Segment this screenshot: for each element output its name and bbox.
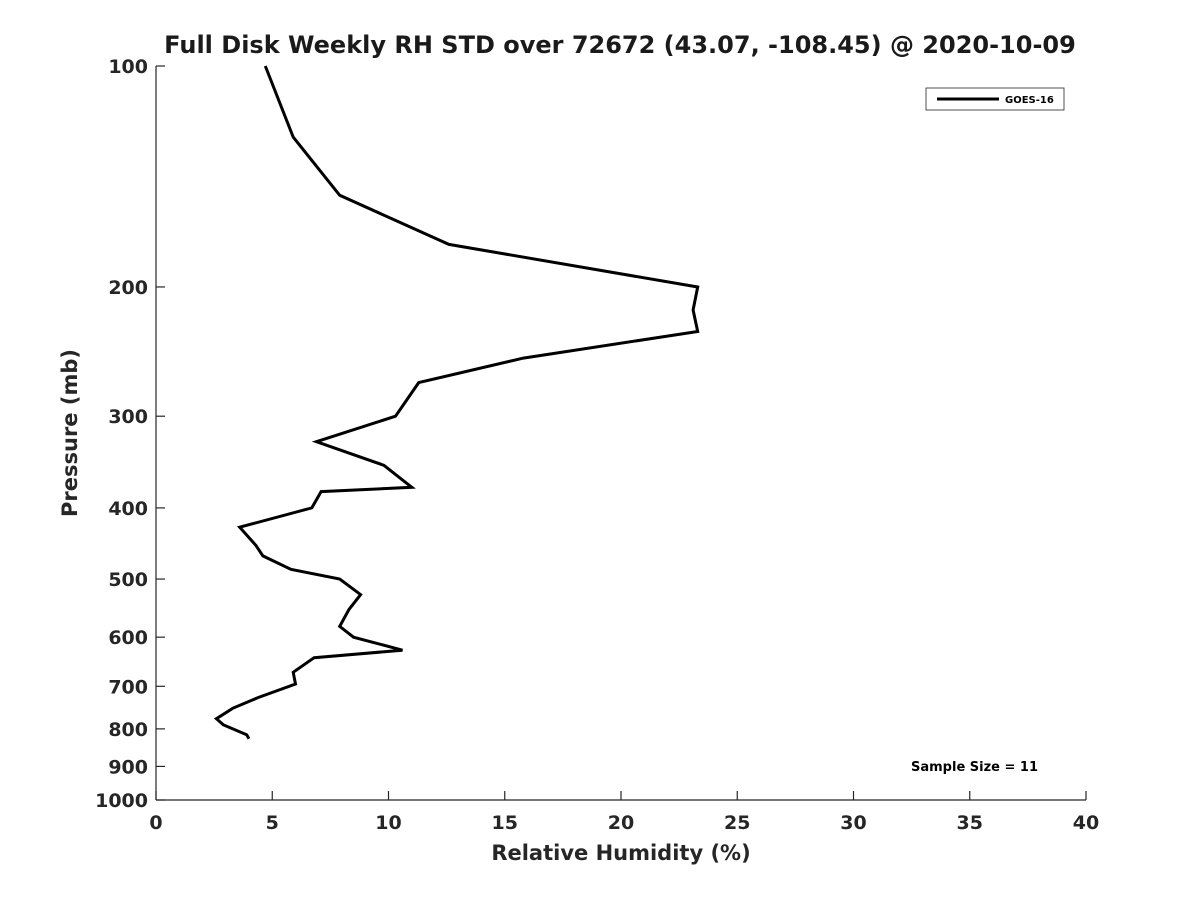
y-tick-label: 800 xyxy=(108,719,148,741)
x-tick-label: 40 xyxy=(1073,812,1099,834)
x-tick-label: 15 xyxy=(492,812,518,834)
x-tick-label: 25 xyxy=(724,812,750,834)
y-tick-label: 600 xyxy=(108,627,148,649)
x-tick-label: 20 xyxy=(608,812,634,834)
sample-size-annotation: Sample Size = 11 xyxy=(911,760,1038,775)
legend: GOES-16 xyxy=(925,87,1065,111)
y-tick-label: 500 xyxy=(108,569,148,591)
y-ticks: 100 200 300 400 500 600 700 800 900 1000 xyxy=(95,56,165,812)
y-tick-label: 1000 xyxy=(95,790,148,812)
x-tick-label: 10 xyxy=(375,812,401,834)
series-layer xyxy=(213,65,700,740)
x-axis-label: Relative Humidity (%) xyxy=(491,841,750,865)
y-tick-label: 900 xyxy=(108,756,148,778)
x-tick-label: 5 xyxy=(266,812,279,834)
x-tick-label: 35 xyxy=(957,812,983,834)
chart-title: Full Disk Weekly RH STD over 72672 (43.0… xyxy=(164,31,1076,59)
y-tick-label: 300 xyxy=(108,406,148,428)
y-tick-label: 400 xyxy=(108,498,148,520)
x-tick-label: 0 xyxy=(149,812,162,834)
y-tick-label: 700 xyxy=(108,676,148,698)
series-line-goes-16 xyxy=(213,65,700,740)
y-axis-label: Pressure (mb) xyxy=(58,349,82,517)
y-tick-label: 100 xyxy=(108,56,148,78)
y-tick-label: 200 xyxy=(108,277,148,299)
x-tick-label: 30 xyxy=(840,812,866,834)
legend-label-goes-16: GOES-16 xyxy=(1005,95,1054,106)
x-ticks: 0 5 10 15 20 25 30 35 40 xyxy=(149,791,1099,834)
